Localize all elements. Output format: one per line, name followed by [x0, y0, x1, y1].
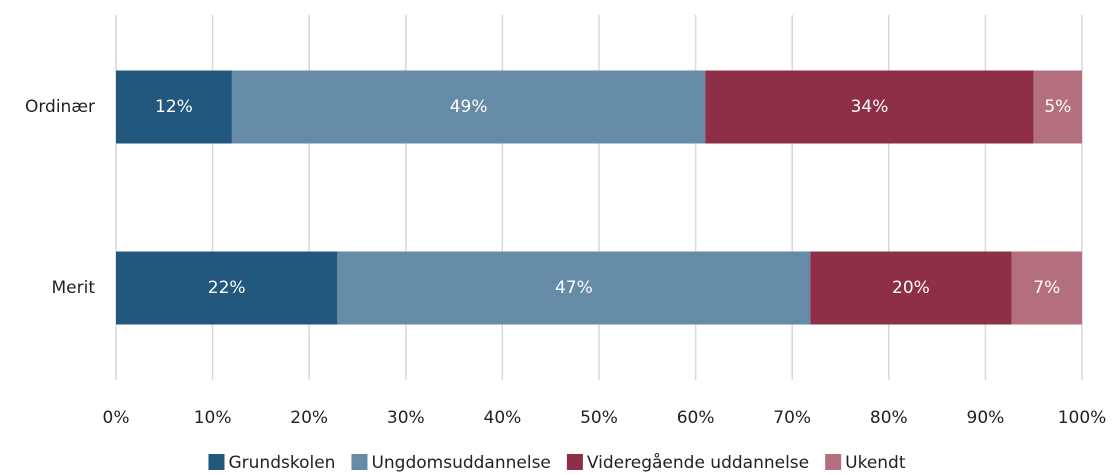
- bar-segment: [1033, 70, 1082, 144]
- bar-segment: [1011, 251, 1082, 325]
- data-label: 20%: [892, 278, 930, 298]
- bar-segment: [705, 70, 1034, 144]
- y-tick-label: Ordinær: [25, 97, 95, 117]
- x-tick-label: 0%: [103, 408, 130, 428]
- legend-label: Ungdomsuddannelse: [371, 453, 550, 473]
- data-label: 12%: [155, 97, 193, 117]
- legend-swatch: [825, 454, 842, 470]
- x-tick-label: 60%: [677, 408, 715, 428]
- data-label: 22%: [208, 278, 246, 298]
- bar-segment: [116, 251, 338, 325]
- x-tick-label: 50%: [580, 408, 618, 428]
- legend-label: Ukendt: [845, 453, 906, 473]
- x-tick-label: 100%: [1058, 408, 1107, 428]
- legend-label: Videregående uddannelse: [587, 452, 809, 473]
- bar-segment: [231, 70, 706, 144]
- bar-segment: [810, 251, 1012, 325]
- data-label: 34%: [851, 97, 889, 117]
- x-tick-label: 30%: [387, 408, 425, 428]
- legend-label: Grundskolen: [228, 453, 335, 473]
- data-label: 7%: [1033, 278, 1060, 298]
- legend-swatch: [351, 454, 368, 470]
- data-label: 47%: [555, 278, 593, 298]
- x-tick-label: 40%: [484, 408, 522, 428]
- y-tick-label: Merit: [51, 278, 95, 298]
- data-label: 49%: [450, 97, 488, 117]
- legend-swatch: [208, 454, 225, 470]
- bar-segment: [337, 251, 811, 325]
- x-tick-label: 70%: [773, 408, 811, 428]
- x-tick-label: 90%: [967, 408, 1005, 428]
- x-tick-label: 20%: [290, 408, 328, 428]
- x-tick-label: 80%: [870, 408, 908, 428]
- data-label: 5%: [1044, 97, 1071, 117]
- x-tick-label: 10%: [194, 408, 232, 428]
- bar-segment: [116, 70, 232, 144]
- legend-swatch: [566, 454, 583, 470]
